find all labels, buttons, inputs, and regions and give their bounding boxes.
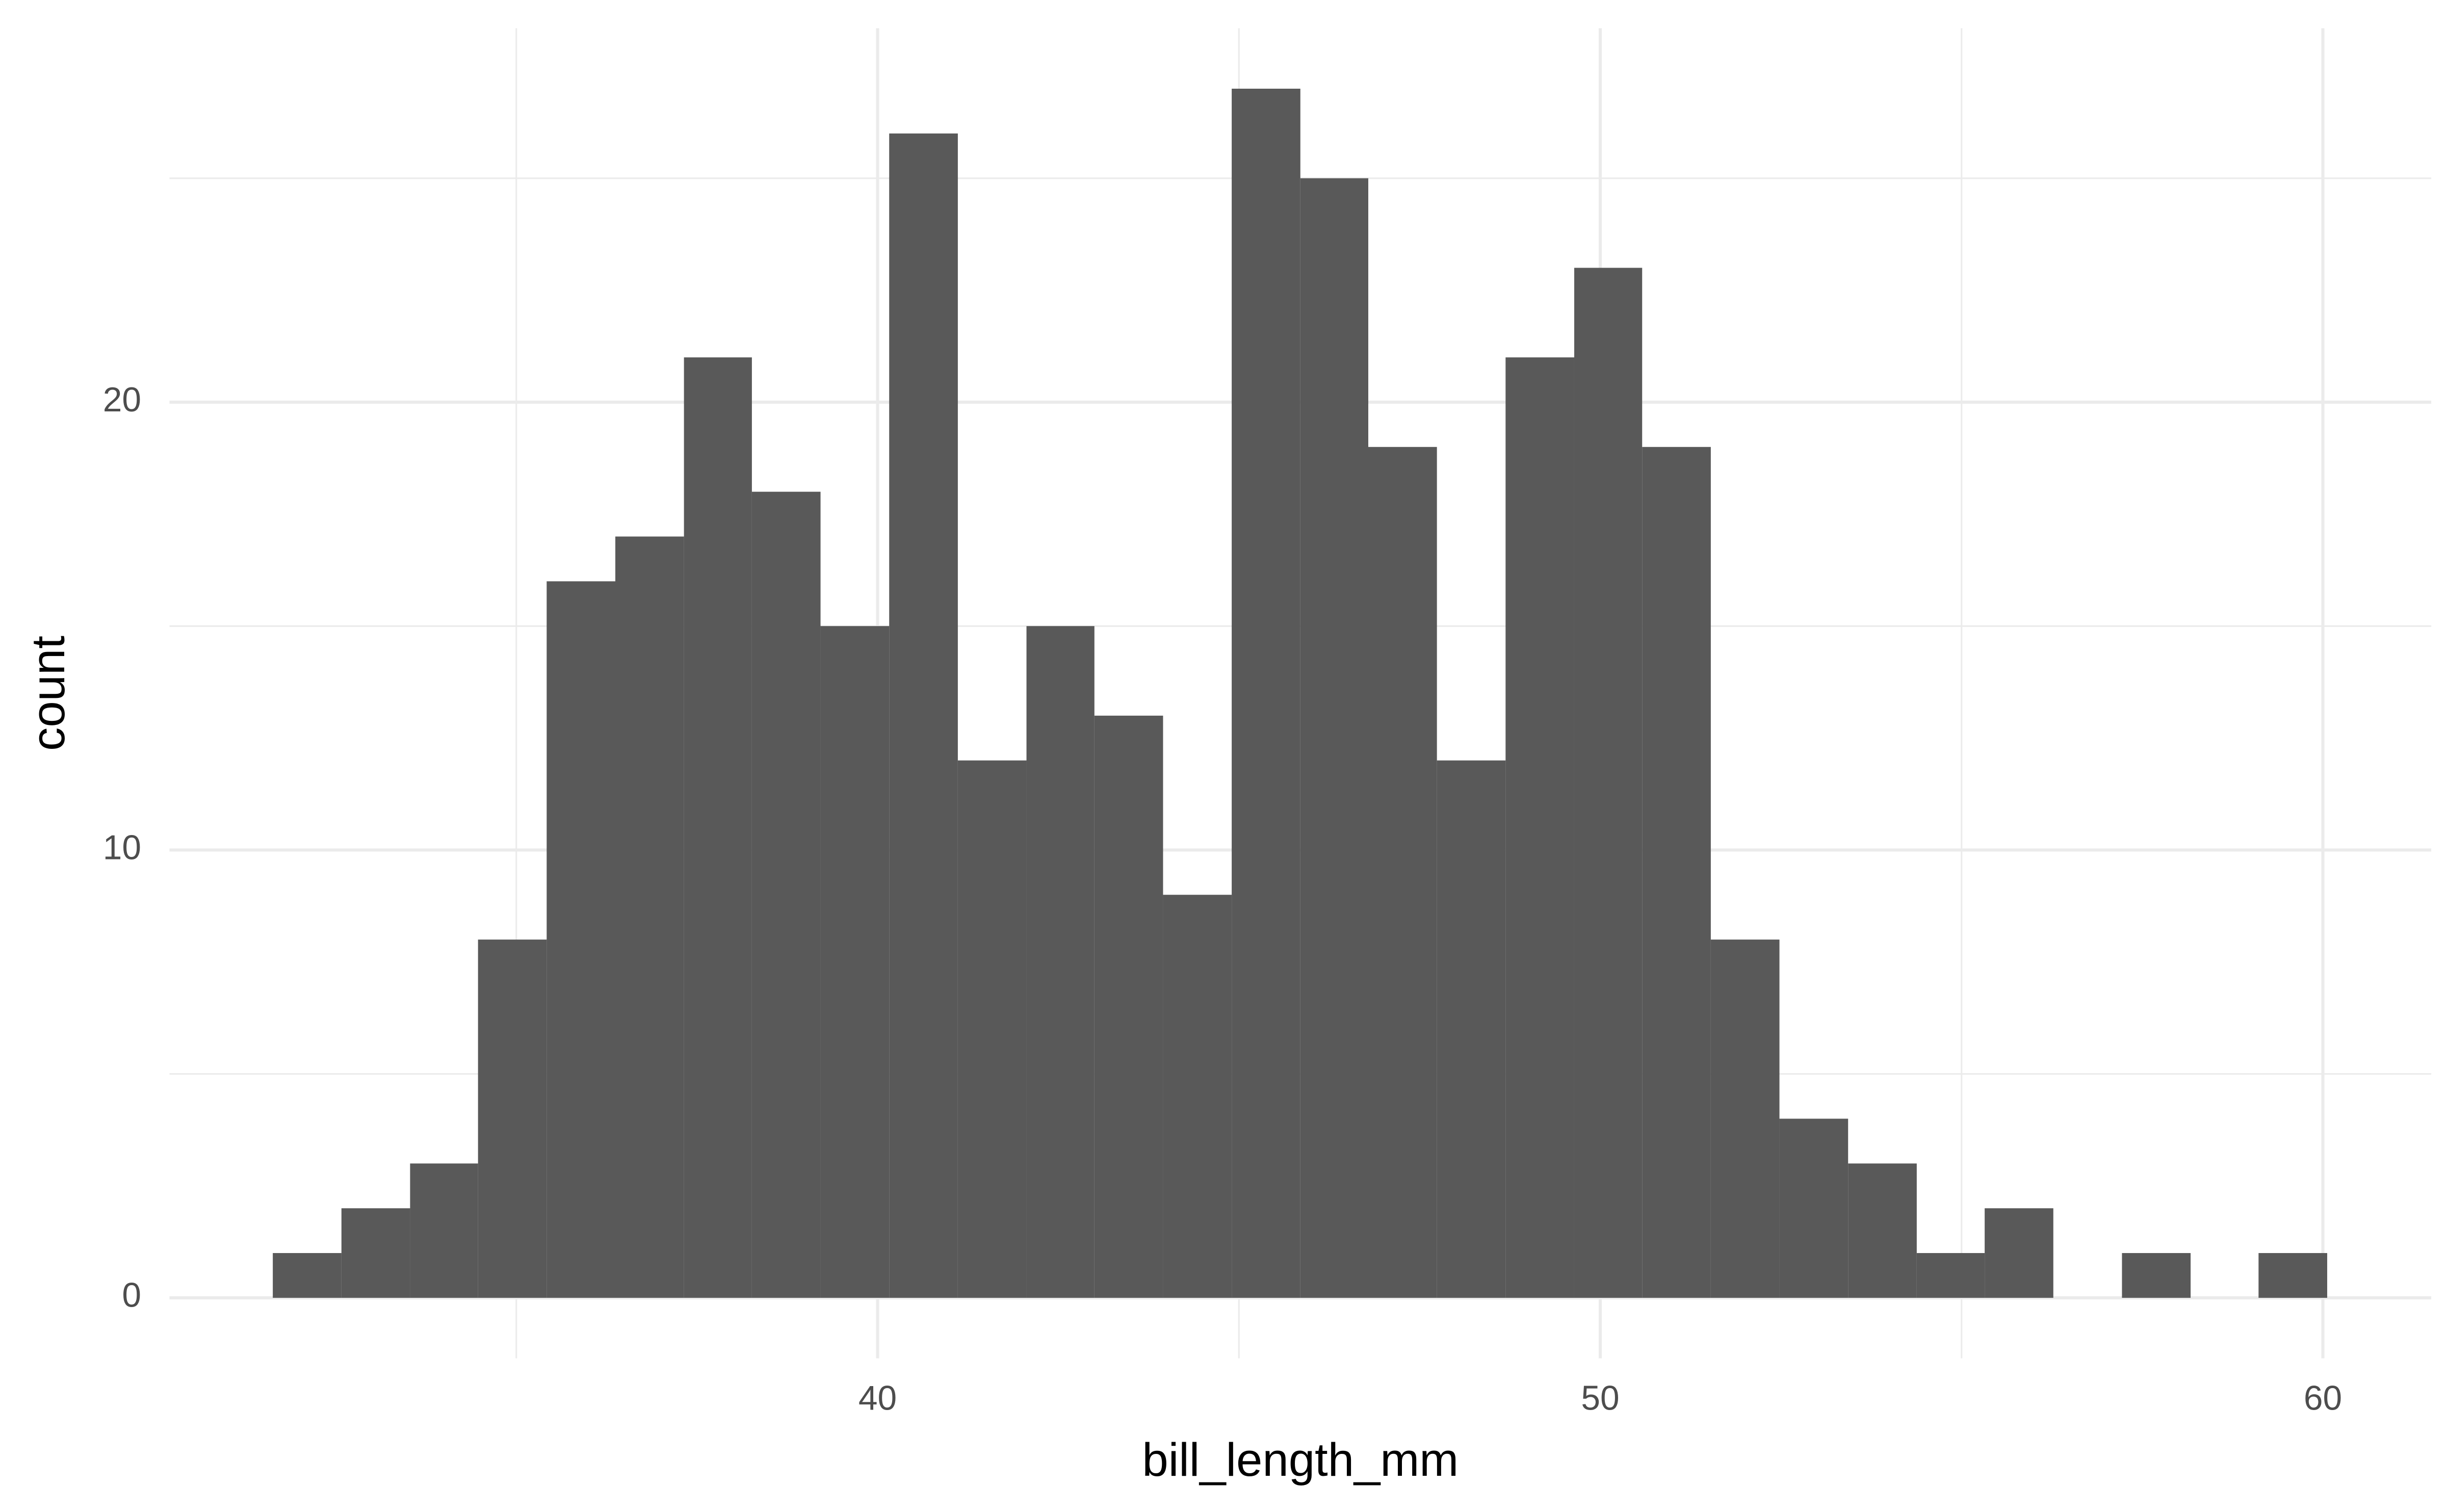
bar [410, 1163, 478, 1298]
bar [273, 1253, 342, 1298]
bar [2122, 1253, 2191, 1298]
bar [1710, 940, 1780, 1298]
bar [1916, 1253, 1985, 1298]
bar [889, 133, 958, 1298]
x-tick-label: 40 [858, 1379, 897, 1417]
bar [820, 626, 890, 1298]
bar [1300, 178, 1369, 1298]
x-axis-title: bill_length_mm [1142, 1433, 1459, 1486]
bar [751, 491, 821, 1298]
bar [1026, 626, 1095, 1298]
bar [1642, 447, 1711, 1298]
bar [1232, 88, 1300, 1298]
y-tick-label: 20 [103, 381, 141, 419]
bar [1985, 1208, 2053, 1298]
bar [1368, 447, 1437, 1298]
bar [1437, 760, 1506, 1298]
bar [1163, 895, 1232, 1298]
bar [478, 940, 547, 1298]
bar [2258, 1253, 2327, 1298]
y-tick-label: 10 [103, 828, 141, 867]
labels: bill_length_mm count 40 50 60 0 10 20 [21, 381, 2342, 1486]
bar [1574, 268, 1643, 1298]
bar [684, 357, 752, 1298]
y-axis-title: count [21, 636, 74, 751]
bar [341, 1208, 410, 1298]
bars [273, 88, 2327, 1298]
bar [1094, 715, 1163, 1298]
bar [615, 536, 684, 1298]
x-tick-label: 60 [2304, 1379, 2342, 1417]
bar [1779, 1118, 1849, 1298]
y-tick-label: 0 [122, 1276, 141, 1315]
bar [1505, 357, 1574, 1298]
bar [957, 760, 1027, 1298]
bar [1848, 1163, 1917, 1298]
x-tick-label: 50 [1581, 1379, 1619, 1417]
bar [546, 581, 615, 1298]
